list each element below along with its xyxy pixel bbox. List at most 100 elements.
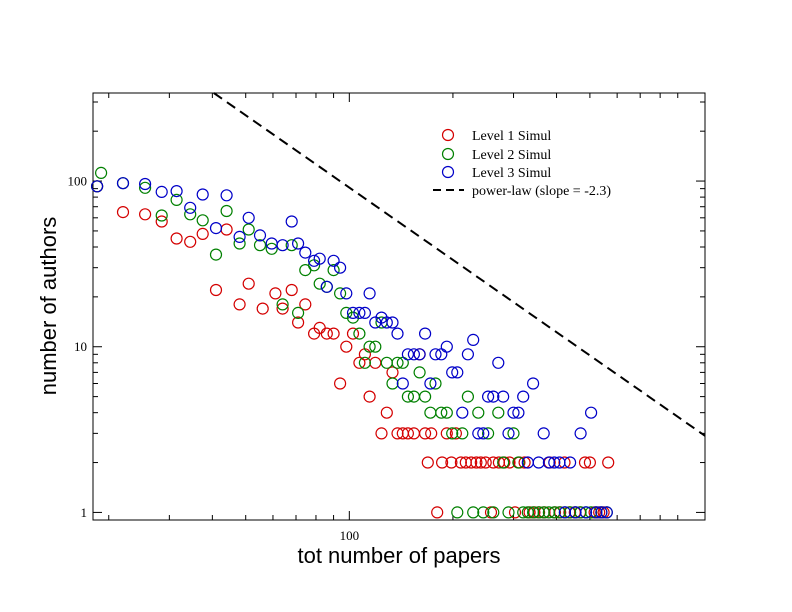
data-point-level-1 <box>558 456 571 469</box>
data-point-level-1 <box>196 227 209 240</box>
data-point-level-2 <box>184 208 197 221</box>
data-point-level-1 <box>155 215 168 228</box>
data-point-level-3 <box>292 237 305 250</box>
data-point-level-1 <box>139 208 152 221</box>
data-point-level-1 <box>346 327 360 340</box>
data-point-level-3 <box>472 427 485 440</box>
data-point-level-3 <box>595 506 608 519</box>
data-point-level-3 <box>600 506 613 519</box>
data-point-level-2 <box>292 306 305 319</box>
legend-label-level-1: Level 1 Simul <box>472 129 551 144</box>
data-point-level-2 <box>472 406 485 419</box>
data-point-level-3 <box>467 333 480 346</box>
data-point-level-2 <box>363 340 376 353</box>
data-point-level-3 <box>233 230 246 243</box>
data-point-level-2 <box>419 390 432 403</box>
data-point-level-1 <box>170 232 183 245</box>
data-point-level-1 <box>209 283 223 297</box>
legend: Level 1 Simul Level 2 Simul Level 3 Simu… <box>433 128 611 199</box>
data-point-level-1 <box>242 277 255 290</box>
data-point-level-1 <box>518 456 531 469</box>
legend-label-level-3: Level 3 Simul <box>472 166 551 181</box>
data-point-level-3 <box>424 377 437 390</box>
data-point-level-2 <box>492 406 505 419</box>
data-point-level-1 <box>353 356 366 369</box>
data-point-level-3 <box>346 306 360 319</box>
data-point-level-2 <box>482 427 495 440</box>
data-point-level-2 <box>353 327 366 340</box>
data-point-level-2 <box>456 427 469 440</box>
data-point-level-3 <box>507 406 520 419</box>
data-point-level-2 <box>502 506 515 519</box>
data-series <box>90 92 706 519</box>
data-point-level-2 <box>401 390 414 403</box>
legend-marker-level-1 <box>441 128 455 142</box>
data-point-level-2 <box>196 214 209 227</box>
data-point-level-1 <box>285 283 298 297</box>
data-point-level-1 <box>256 302 269 315</box>
data-point-level-1 <box>334 377 347 390</box>
data-point-level-1 <box>436 456 449 469</box>
data-point-level-3 <box>502 427 515 440</box>
data-point-level-1 <box>391 427 404 440</box>
data-point-level-3 <box>90 180 104 193</box>
data-point-level-3 <box>285 215 298 228</box>
data-point-level-1 <box>233 298 246 311</box>
data-point-level-3 <box>487 390 500 403</box>
data-point-level-2 <box>327 264 340 277</box>
data-point-level-3 <box>320 280 333 293</box>
data-point-level-1 <box>445 456 458 469</box>
y-tick-label: 10 <box>74 339 87 354</box>
data-point-level-2 <box>584 506 598 519</box>
data-point-level-2 <box>334 287 347 300</box>
legend-marker-level-2 <box>441 147 455 161</box>
data-point-level-1 <box>474 456 487 469</box>
data-point-level-2 <box>233 237 246 250</box>
data-point-level-3 <box>512 406 525 419</box>
data-point-level-1 <box>419 427 432 440</box>
y-axis-title: number of authors <box>36 217 61 396</box>
data-point-level-1 <box>327 327 340 340</box>
data-point-level-1 <box>220 223 233 236</box>
data-point-level-2 <box>386 377 399 390</box>
data-point-level-3 <box>299 246 312 259</box>
data-point-level-3 <box>353 306 366 319</box>
x-tick-label: 100 <box>340 528 360 543</box>
data-point-level-3 <box>461 348 474 361</box>
data-point-level-3 <box>482 390 495 403</box>
data-point-level-3 <box>579 506 593 519</box>
data-point-level-2 <box>429 377 442 390</box>
data-point-level-2 <box>276 298 289 311</box>
data-point-level-2 <box>487 506 500 519</box>
data-point-level-1 <box>440 427 453 440</box>
data-point-level-3 <box>446 366 459 379</box>
data-point-level-1 <box>401 427 414 440</box>
data-point-level-2 <box>380 356 393 369</box>
data-point-level-3 <box>386 316 399 329</box>
data-point-level-3 <box>308 254 321 267</box>
data-point-level-1 <box>479 456 492 469</box>
data-point-level-3 <box>313 252 326 265</box>
data-point-level-2 <box>413 366 426 379</box>
data-point-level-3 <box>139 177 152 191</box>
data-point-level-1 <box>470 456 483 469</box>
data-point-level-3 <box>396 377 409 390</box>
data-point-level-2 <box>242 223 255 236</box>
data-point-level-2 <box>346 311 360 324</box>
data-point-level-2 <box>532 506 545 519</box>
data-point-level-2 <box>451 506 464 519</box>
data-point-level-3 <box>276 239 289 252</box>
data-point-level-2 <box>265 242 278 255</box>
data-point-level-3 <box>220 189 233 202</box>
data-point-level-3 <box>340 287 353 300</box>
data-point-level-1 <box>276 302 289 315</box>
data-point-level-1 <box>431 506 444 519</box>
data-point-level-1 <box>380 406 393 419</box>
data-point-level-3 <box>380 316 393 329</box>
data-point-level-1 <box>320 327 333 340</box>
data-point-level-3 <box>196 188 209 201</box>
data-point-level-2 <box>170 193 183 206</box>
data-point-level-2 <box>313 277 326 290</box>
data-point-level-1 <box>340 340 353 353</box>
